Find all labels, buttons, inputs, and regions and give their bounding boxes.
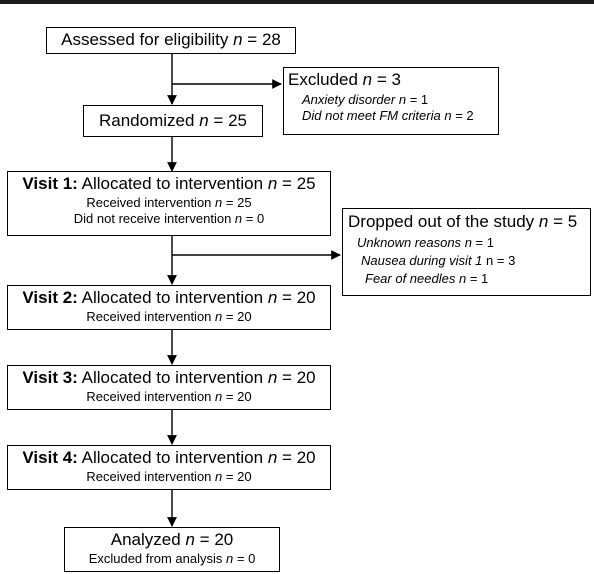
visit2-label: Visit 2: <box>22 288 78 307</box>
analyzed-label: Analyzed <box>110 530 181 549</box>
visit2-box: Visit 2: Allocated to intervention n = 2… <box>7 285 331 330</box>
assessed-count: 28 <box>261 30 281 49</box>
visit1-label: Visit 1: <box>22 174 78 193</box>
excluded-reason: Anxiety disorder n = 1 <box>302 92 429 107</box>
visit4-label: Visit 4: <box>22 448 78 467</box>
n-symbol: n <box>233 30 243 49</box>
excluded-reason: Did not meet FM criteria n = 2 <box>302 108 474 123</box>
visit4-box: Visit 4: Allocated to intervention n = 2… <box>7 445 331 490</box>
excluded-title: Excluded <box>288 70 358 89</box>
excluded-count: 3 <box>391 70 402 89</box>
dropped-count: 5 <box>567 212 578 231</box>
visit4-received: Received intervention n = 20 <box>86 469 252 484</box>
dropped-reason: Nausea during visit 1 n = 3 <box>361 253 516 268</box>
visit3-box: Visit 3: Allocated to intervention n = 2… <box>7 365 331 410</box>
visit1-received: Received intervention n = 25 <box>86 195 252 210</box>
dropped-reason: Fear of needles n = 1 <box>365 271 489 286</box>
visit3-count: 20 <box>296 368 316 387</box>
visit1-count: 25 <box>296 174 316 193</box>
randomized-box: Randomized n = 25 <box>83 105 263 137</box>
visit1-not-received: Did not receive intervention n = 0 <box>73 211 265 226</box>
analyzed-box: Analyzed n = 20 Excluded from analysis n… <box>64 527 280 572</box>
analyzed-excluded: Excluded from analysis n = 0 <box>88 551 256 566</box>
excluded-box: Excluded n = 3 Anxiety disorder n = 1 Di… <box>283 67 499 135</box>
assessed-box: Assessed for eligibility n = 28 <box>46 27 296 54</box>
visit2-count: 20 <box>296 288 316 307</box>
randomized-label: Randomized <box>99 111 195 130</box>
visit4-count: 20 <box>296 448 316 467</box>
top-rule <box>0 0 594 4</box>
dropped-title: Dropped out of the study <box>348 212 535 231</box>
analyzed-count: 20 <box>214 530 234 549</box>
visit2-received: Received intervention n = 20 <box>86 309 252 324</box>
dropped-box: Dropped out of the study n = 5 Unknown r… <box>342 208 591 296</box>
dropped-reason: Unknown reasons n = 1 <box>357 235 494 250</box>
visit3-received: Received intervention n = 20 <box>86 389 252 404</box>
randomized-count: 25 <box>228 111 247 130</box>
assessed-label: Assessed for eligibility <box>61 30 229 49</box>
visit1-box: Visit 1: Allocated to intervention n = 2… <box>7 171 331 236</box>
visit3-label: Visit 3: <box>22 368 78 387</box>
